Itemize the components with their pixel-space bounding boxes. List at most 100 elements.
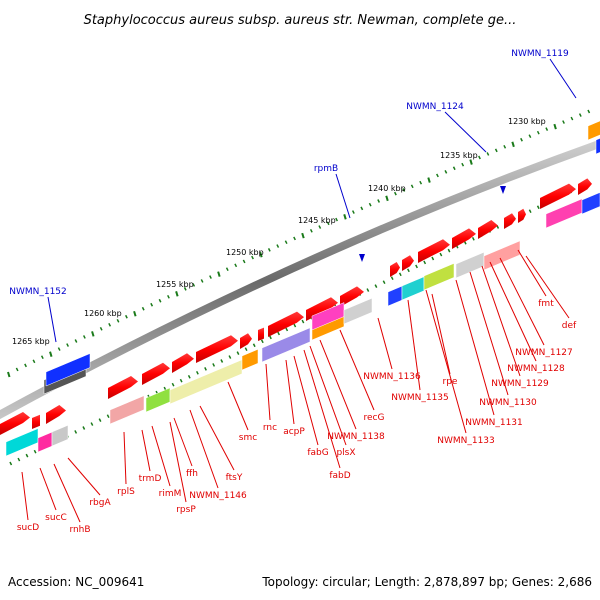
leader-line xyxy=(293,355,319,446)
gene-label-plsx: plsX xyxy=(336,448,355,458)
map-title: Staphylococcus aureus subsp. aureus str.… xyxy=(84,13,517,28)
feature-marker xyxy=(500,186,506,194)
inner-scale-tick xyxy=(366,288,370,292)
scale-tick xyxy=(267,248,271,252)
gene-label-nwmn_1133: NWMN_1133 xyxy=(437,436,495,446)
scale-tick xyxy=(57,347,61,351)
gene-arrow-forward xyxy=(268,311,304,337)
scale-tick xyxy=(82,335,86,339)
scale-tick xyxy=(427,177,431,183)
scale-tick xyxy=(587,109,591,114)
inner-scale-tick xyxy=(382,280,386,285)
gene-label-def: def xyxy=(562,321,577,331)
gene-label-rnhb: rnhB xyxy=(69,525,90,535)
gene-block xyxy=(261,327,311,363)
leader-line xyxy=(455,279,495,416)
gene-label-nwmn_1127: NWMN_1127 xyxy=(515,348,573,358)
gene-label-fmt: fmt xyxy=(538,299,554,309)
label-leader-lines xyxy=(21,58,577,523)
scale-tick xyxy=(410,184,414,189)
gene-label-nwmn_1128: NWMN_1128 xyxy=(507,364,565,374)
gene-block xyxy=(595,138,600,155)
inner-scale-tick xyxy=(471,236,475,241)
gene-label-fabd: fabD xyxy=(329,471,350,481)
leader-line xyxy=(285,359,295,425)
gene-label-acpp: acpP xyxy=(283,427,305,437)
leader-line xyxy=(47,296,57,343)
gene-label-succ: sucC xyxy=(45,513,67,523)
gene-label-nwmn_1130: NWMN_1130 xyxy=(479,398,537,408)
forward-strand-genes xyxy=(0,178,592,435)
scale-label: 1265 kbp xyxy=(12,337,50,346)
scale-tick xyxy=(578,113,582,117)
inner-scale-tick xyxy=(98,418,102,422)
scale-tick xyxy=(167,294,170,299)
scale-tick xyxy=(562,120,565,124)
scale-tick xyxy=(393,191,397,196)
scale-tick xyxy=(343,214,347,220)
inner-scale-tick xyxy=(293,323,297,328)
gene-arrow-forward xyxy=(518,208,526,223)
gene-block xyxy=(45,353,91,387)
scale-tick xyxy=(225,267,229,272)
inner-scale-tick xyxy=(536,205,540,210)
scale-tick xyxy=(301,232,305,239)
gene-label-rnc: rnc xyxy=(263,423,277,433)
leader-line xyxy=(123,431,127,485)
leader-line xyxy=(425,289,467,434)
gene-arrow-forward xyxy=(402,255,414,271)
gene-arrow-forward xyxy=(540,183,576,209)
scale-tick xyxy=(436,173,439,178)
scale-tick xyxy=(511,141,515,148)
scale-tick xyxy=(141,306,145,311)
leader-line xyxy=(335,173,351,219)
gene-label-nwmn_1152: NWMN_1152 xyxy=(9,287,67,297)
gene-block xyxy=(5,428,39,457)
leader-line xyxy=(21,471,29,521)
scale-tick xyxy=(528,134,532,139)
gene-block xyxy=(343,297,373,325)
scale-tick xyxy=(7,371,11,378)
leader-line xyxy=(39,467,57,511)
inner-scale-tick xyxy=(244,347,248,352)
scale-tick xyxy=(318,225,322,229)
inner-scale-tick xyxy=(82,426,86,430)
gene-arrow-forward xyxy=(172,353,194,373)
gene-label-nwmn_1146: NWMN_1146 xyxy=(189,491,247,501)
inner-scale-tick xyxy=(269,335,272,340)
inner-scale-tick xyxy=(90,422,94,426)
genome-summary-text: Topology: circular; Length: 2,878,897 bp… xyxy=(261,575,592,589)
scale-tick xyxy=(183,287,187,291)
scale-tick xyxy=(520,137,523,142)
leader-line xyxy=(309,345,347,446)
leader-line xyxy=(151,425,171,487)
scale-tick xyxy=(175,291,179,297)
gene-block xyxy=(423,263,455,291)
gene-label-ftsy: ftsY xyxy=(226,473,243,483)
feature-marker xyxy=(359,254,365,262)
leader-line xyxy=(199,405,235,471)
scale-tick xyxy=(469,159,473,165)
gene-label-ffh: ffh xyxy=(186,469,198,479)
scale-tick xyxy=(108,322,112,327)
inner-scale-tick xyxy=(228,355,232,359)
scale-label: 1250 kbp xyxy=(226,248,264,257)
gene-label-rbga: rbgA xyxy=(89,498,111,508)
gene-block xyxy=(587,120,600,141)
gene-label-nwmn_1138: NWMN_1138 xyxy=(327,432,385,442)
inner-scale-tick xyxy=(171,382,175,387)
gene-label-sucd: sucD xyxy=(17,523,39,533)
inner-scale-tick xyxy=(260,339,264,344)
inner-scale-tick xyxy=(431,256,435,261)
gene-block xyxy=(241,348,259,371)
gene-label-trmd: trmD xyxy=(139,474,162,484)
inner-scale-tick xyxy=(106,414,110,419)
scale-tick xyxy=(217,271,221,277)
scale-tick xyxy=(419,180,423,185)
inner-scale-tick xyxy=(374,284,378,288)
scale-label: 1255 kbp xyxy=(156,280,194,289)
scale-tick xyxy=(209,275,212,279)
inner-scale-tick xyxy=(212,363,216,367)
gene-label-fabg: fabG xyxy=(307,448,328,458)
